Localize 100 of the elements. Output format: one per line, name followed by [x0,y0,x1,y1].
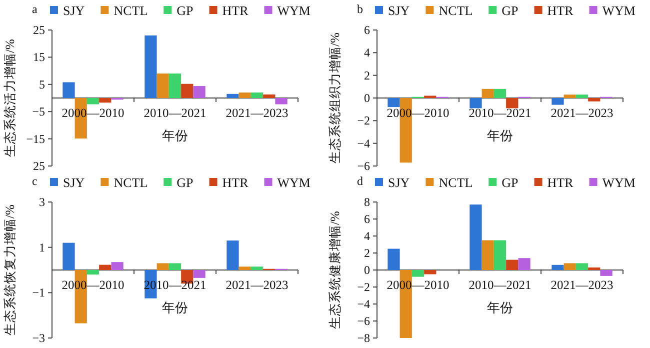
bar [226,94,239,98]
x-tick-label: 2021—2023 [226,278,288,292]
bar [470,204,482,270]
bar [506,260,518,270]
bar [250,92,264,98]
bar [226,240,239,270]
legend-label: SJY [388,175,410,190]
y-tick-label: −4 [357,136,370,150]
bar [181,84,194,98]
bar [576,94,588,98]
legend-label: NCTL [114,3,148,18]
bar [275,98,288,104]
bar [388,98,400,108]
x-tick-label: 2010—2021 [468,106,532,120]
bar [588,267,600,270]
y-tick-label: 0 [364,263,370,277]
bar [588,98,600,102]
bar [144,35,157,98]
y-tick-label: 4 [364,229,370,243]
y-tick-label: 0 [364,91,370,105]
y-tick-label: 6 [364,212,370,226]
bar [552,98,564,105]
y-tick-label: 1 [39,240,45,254]
y-axis-title: 生态系统健康增幅/% [328,211,342,329]
bar [250,266,264,270]
legend-label: HTR [547,175,574,190]
legend-label: SJY [63,175,86,190]
y-tick-label: 15 [33,50,45,64]
bar [193,86,206,98]
y-tick-label: 5 [39,77,45,92]
bar [111,262,124,270]
bar [99,98,112,103]
legend-label: HTR [222,175,249,190]
y-axis-title: 生态系统恢复力增幅/% [3,204,17,336]
legend-label: NCTL [438,3,473,18]
chart-title: a [32,2,38,16]
y-tick-label: 3 [39,195,45,209]
y-tick-label: 6 [364,23,370,37]
y-tick-label: −6 [357,159,370,173]
legend-label: WYM [277,3,311,18]
legend-label: HTR [547,3,574,18]
bar [482,88,494,98]
y-tick-label: −3 [32,331,45,345]
x-axis-title: 年份 [487,300,513,315]
bar [482,240,494,270]
y-tick-label: −4 [357,297,370,311]
bar [156,263,169,270]
bar [552,264,564,270]
bar [168,263,182,270]
y-axis-title: 生态系统活力增幅/% [3,39,17,157]
bar [238,266,251,270]
bar [86,270,100,275]
y-tick-label: −1 [32,286,45,300]
chart-title: d [357,174,363,188]
legend-label: WYM [602,3,636,18]
y-tick-label: 25 [33,23,45,37]
chart-title: b [357,2,363,16]
x-axis-title: 年份 [487,128,513,143]
bar [564,263,576,270]
y-tick-label: −5 [32,104,45,119]
y-tick-label: 2 [364,68,370,82]
bar [193,270,206,278]
bar [564,94,576,98]
legend-label: HTR [222,3,249,18]
bar [506,98,518,108]
y-tick-label: −2 [357,114,370,128]
bar [99,264,112,270]
bar [86,98,100,104]
y-tick-label: −15 [26,132,45,146]
bar [156,74,169,98]
x-axis-title: 年份 [162,128,188,143]
bar [263,94,276,98]
y-tick-label: 4 [364,46,370,60]
legend-label: GP [502,175,518,190]
chart-title: c [32,174,38,188]
bar [470,98,482,108]
bar [494,88,506,98]
y-tick-label: 8 [364,195,370,209]
legend-label: WYM [277,175,311,190]
legend-label: GP [176,3,194,18]
bar [168,74,182,98]
y-axis-title: 生态系统组织力增幅/% [328,32,342,164]
y-tick-label: 25 [33,159,45,173]
bar [424,270,436,274]
legend-label: GP [502,3,518,18]
bar [62,82,75,98]
y-tick-label: −8 [357,331,370,345]
bar [388,248,400,270]
legend-label: NCTL [114,175,148,190]
x-tick-label: 2021—2023 [550,106,614,120]
bar [412,270,424,277]
bar [238,92,251,98]
y-tick-label: −6 [357,314,370,328]
x-axis-title: 年份 [162,300,188,315]
legend-label: GP [176,175,194,190]
x-tick-label: 2010—2021 [144,106,206,120]
legend-label: SJY [388,3,410,18]
x-tick-label: 2021—2023 [226,106,288,120]
bar [494,240,506,270]
legend-label: NCTL [438,175,473,190]
